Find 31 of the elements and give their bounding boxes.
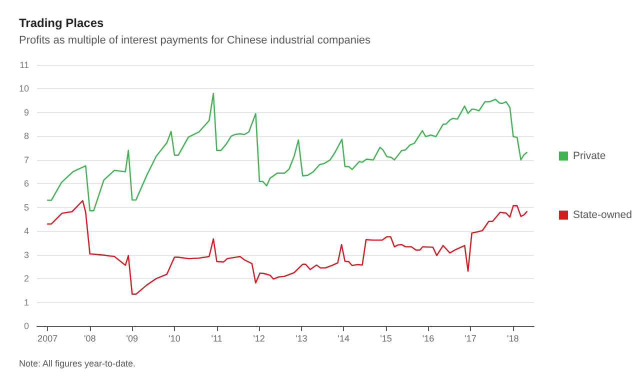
legend-label: State-owned [573, 209, 632, 222]
x-tick-label: '09 [126, 334, 138, 344]
line-series [46, 92, 528, 212]
text: Note: All figures year-to-date. [19, 358, 136, 368]
y-tick-label: 5 [24, 202, 29, 212]
y-tick-label: 10 [18, 84, 29, 94]
x-tick-label: '10 [168, 334, 180, 344]
y-tick-label: 6 [24, 178, 29, 189]
x-tick-label: '18 [506, 334, 519, 344]
y-tick-label: 7 [24, 154, 29, 165]
y-tick-label: 3 [24, 250, 29, 260]
y-tick-label: 8 [24, 131, 29, 142]
x-tick-label: '17 [464, 334, 476, 344]
x-tick-label: '11 [211, 334, 222, 344]
y-tick-label: 9 [24, 107, 29, 118]
line-series [46, 200, 528, 295]
y-tick-label: 1 [24, 297, 29, 308]
x-tick-label: 2007 [38, 334, 58, 344]
x-tick-label: '15 [380, 334, 392, 344]
y-tick-label: 4 [24, 226, 29, 236]
y-tick-label: 11 [20, 60, 29, 70]
x-tick-label: '16 [422, 334, 434, 344]
x-tick-label: '14 [338, 334, 350, 344]
x-tick-label: '12 [253, 334, 265, 344]
legend-label: Private [573, 150, 606, 162]
x-tick-label: '13 [295, 334, 308, 344]
x-tick-label: '08 [84, 334, 96, 344]
y-tick-label: 2 [24, 274, 29, 284]
chart-subtitle: Profits as multiple of interest payments for Chinese industrial companies [19, 34, 372, 46]
y-tick-label: 0 [24, 321, 29, 331]
chart-title: Trading Places [19, 16, 104, 30]
